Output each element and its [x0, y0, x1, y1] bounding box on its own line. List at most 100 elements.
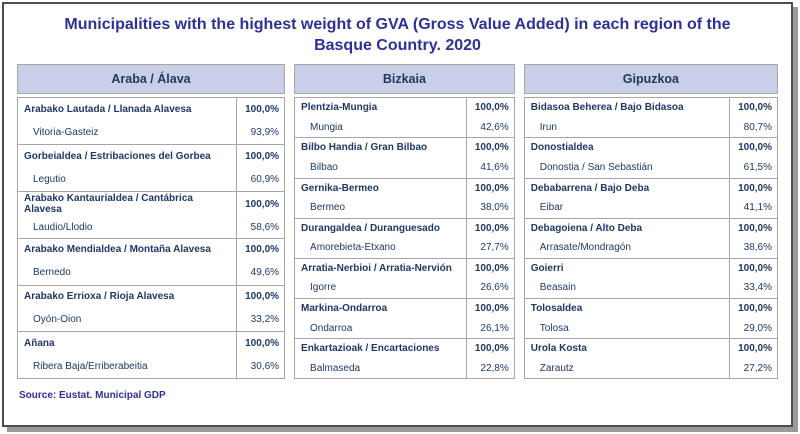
region-value: 100,0%: [729, 298, 777, 319]
region-value: 100,0%: [465, 98, 514, 118]
municipality-name: Bernedo: [33, 267, 71, 279]
table-row: Debabarrena / Bajo Deba 100,0% Eibar 41,1%: [524, 178, 777, 219]
municipality-line: Legutio 60,9%: [18, 167, 284, 191]
region-line: Goierri 100,0%: [525, 258, 777, 279]
municipality-value: 30,6%: [236, 355, 284, 379]
municipality-value: 26,6%: [465, 278, 514, 298]
region-line: Arabako Mendialdea / Montaña Alavesa 100,…: [18, 238, 284, 262]
region-line: Tolosaldea 100,0%: [525, 298, 777, 319]
region-value: 100,0%: [465, 178, 514, 199]
region-value: 100,0%: [236, 98, 284, 122]
municipality-line: Ondarroa 26,1%: [295, 318, 514, 339]
table-row: Donostialdea 100,0% Donostia / San Sebasti…: [524, 138, 777, 179]
table-row: Arabako Errioxa / Rioja Alavesa 100,0% Oyó…: [18, 285, 285, 333]
region-line: Arabako Errioxa / Rioja Alavesa 100,0%: [18, 285, 284, 309]
region-line: Durangaldea / Duranguesado 100,0%: [295, 218, 514, 239]
region-value: 100,0%: [729, 339, 777, 359]
municipality-value: 80,7%: [729, 117, 777, 138]
table-row: Gorbeialdea / Estribaciones del Gorbea 10…: [18, 145, 285, 192]
municipality-line: Igorre 26,6%: [295, 278, 514, 298]
municipality-name: Zarautz: [539, 362, 574, 374]
figure-frame: Municipalities with the highest weight o…: [2, 2, 793, 427]
table-row: Arabako Lautada / Llanada Alavesa 100,0% V…: [18, 98, 285, 146]
region-name: Tolosaldea: [530, 302, 583, 314]
table-row: Durangaldea / Duranguesado 100,0% Amorebie…: [295, 218, 514, 259]
table-row: Arratia-Nerbioi / Arratia-Nervión 100,0% I…: [295, 258, 514, 299]
municipality-value: 38,6%: [729, 238, 777, 258]
region-value: 100,0%: [729, 218, 777, 239]
region-name: Markina-Ondarroa: [301, 302, 388, 314]
municipality-line: Bilbao 41,6%: [295, 157, 514, 178]
region-line: Bidasoa Beherea / Bajo Bidasoa 100,0%: [525, 98, 777, 118]
municipality-line: Eibar 41,1%: [525, 198, 777, 218]
municipality-line: Mungia 42,6%: [295, 117, 514, 138]
table-body: Plentzia-Mungia 100,0% Mungia 42,6% Bilbo Ha…: [294, 97, 515, 380]
municipality-name: Bilbao: [310, 161, 338, 173]
region-name: Arabako Errioxa / Rioja Alavesa: [24, 291, 175, 303]
municipality-line: Bermeo 38,0%: [295, 198, 514, 218]
municipality-line: Vitoria-Gasteiz 93,9%: [18, 121, 284, 145]
municipality-value: 42,6%: [465, 117, 514, 138]
region-name: Añana: [24, 338, 55, 350]
municipality-name: Bermeo: [310, 202, 346, 214]
region-line: Markina-Ondarroa 100,0%: [295, 298, 514, 319]
municipality-line: Tolosa 29,0%: [525, 318, 777, 339]
table-header: Araba / Álava: [17, 64, 286, 95]
table-row: Bidasoa Beherea / Bajo Bidasoa 100,0% Irun…: [524, 98, 777, 139]
table-row: Plentzia-Mungia 100,0% Mungia 42,6%: [295, 98, 514, 139]
region-line: Plentzia-Mungia 100,0%: [295, 98, 514, 118]
municipality-line: Beasain 33,4%: [525, 278, 777, 298]
municipality-name: Tolosa: [539, 322, 569, 334]
region-line: Arabako Kantaurialdea / Cantábrica Alave…: [18, 191, 284, 217]
region-value: 100,0%: [465, 258, 514, 279]
region-name: Bidasoa Beherea / Bajo Bidasoa: [530, 102, 684, 114]
region-value: 100,0%: [729, 258, 777, 279]
table-body: Arabako Lautada / Llanada Alavesa 100,0% V…: [17, 97, 286, 380]
municipality-name: Ondarroa: [310, 322, 353, 334]
municipality-value: 33,2%: [236, 308, 284, 332]
municipality-name: Amorebieta-Etxano: [310, 242, 396, 254]
table-row: Arabako Mendialdea / Montaña Alavesa 100,…: [18, 238, 285, 286]
table-row: Tolosaldea 100,0% Tolosa 29,0%: [524, 298, 777, 340]
municipality-line: Laudio/Llodio 58,6%: [18, 216, 284, 238]
municipality-name: Beasain: [539, 282, 576, 294]
municipality-value: 41,1%: [729, 198, 777, 218]
municipality-name: Balmaseda: [310, 362, 361, 374]
municipality-value: 27,2%: [729, 358, 777, 379]
municipality-line: Donostia / San Sebastián 61,5%: [525, 157, 777, 178]
region-name: Donostialdea: [530, 142, 594, 154]
region-name: Arabako Kantaurialdea / Cantábrica Alave…: [24, 192, 193, 216]
region-value: 100,0%: [729, 178, 777, 199]
municipality-name: Eibar: [539, 202, 564, 214]
municipality-line: Amorebieta-Etxano 27,7%: [295, 238, 514, 258]
tables-container: Araba / Álava Arabako Lautada / Llanada A…: [4, 64, 791, 380]
municipality-value: 49,6%: [236, 261, 284, 285]
table-row: Markina-Ondarroa 100,0% Ondarroa 26,1%: [295, 298, 514, 340]
region-name: Debagoiena / Alto Deba: [530, 222, 643, 234]
region-value: 100,0%: [236, 285, 284, 309]
table-header: Gipuzkoa: [523, 64, 778, 95]
municipality-line: Balmaseda 22,8%: [295, 358, 514, 379]
municipality-value: 38,0%: [465, 198, 514, 218]
municipality-name: Irun: [539, 121, 557, 133]
table-row: Debagoiena / Alto Deba 100,0% Arrasate/Mon…: [524, 218, 777, 259]
region-value: 100,0%: [465, 298, 514, 319]
region-line: Debagoiena / Alto Deba 100,0%: [525, 218, 777, 239]
region-line: Gernika-Bermeo 100,0%: [295, 178, 514, 199]
region-value: 100,0%: [236, 332, 284, 356]
region-line: Añana 100,0%: [18, 332, 284, 356]
region-name: Gernika-Bermeo: [301, 182, 379, 194]
municipality-value: 60,9%: [236, 167, 284, 191]
municipality-name: Laudio/Llodio: [33, 221, 93, 233]
region-value: 100,0%: [465, 138, 514, 158]
region-value: 100,0%: [729, 138, 777, 158]
region-name: Durangaldea / Duranguesado: [301, 222, 440, 234]
table-row: Arabako Kantaurialdea / Cantábrica Alave…: [18, 191, 285, 239]
region-name: Enkartazioak / Encartaciones: [301, 343, 440, 355]
source-note: Source: Eustat. Municipal GDP: [19, 390, 166, 402]
region-line: Urola Kosta 100,0%: [525, 339, 777, 359]
region-value: 100,0%: [729, 98, 777, 118]
municipality-name: Igorre: [310, 282, 337, 294]
municipality-value: 27,7%: [465, 238, 514, 258]
region-value: 100,0%: [236, 238, 284, 262]
